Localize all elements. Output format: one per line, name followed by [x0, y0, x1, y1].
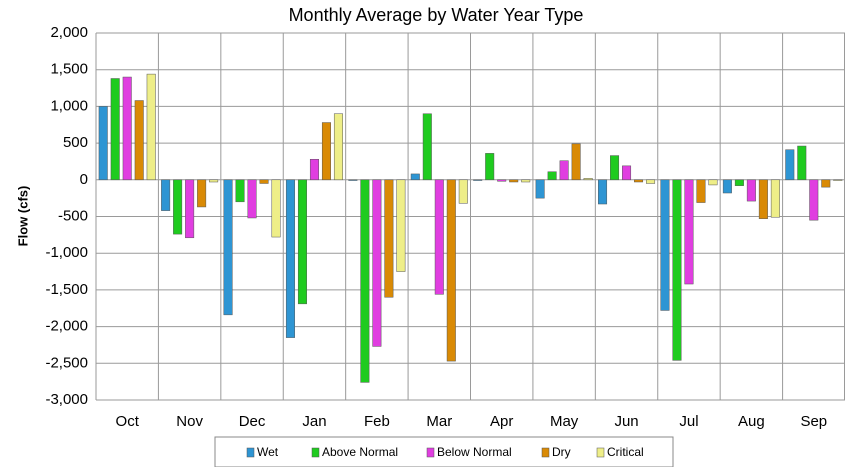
- bar: [223, 179, 233, 316]
- legend: [214, 436, 674, 467]
- bar: [746, 179, 756, 202]
- bar: [209, 179, 219, 183]
- bar: [696, 179, 706, 203]
- bar: [348, 179, 358, 181]
- x-tick-label: Dec: [239, 413, 266, 430]
- bar: [434, 179, 444, 295]
- y-tick-label: -2,000: [45, 318, 88, 335]
- x-tick-label: Jul: [679, 413, 698, 430]
- bar: [410, 173, 420, 181]
- bar: [622, 165, 632, 181]
- bar: [821, 179, 831, 188]
- bar: [134, 100, 144, 181]
- bar: [559, 160, 569, 181]
- y-tick-label: -500: [58, 207, 88, 224]
- x-tick-label: Sep: [800, 413, 827, 430]
- bar: [185, 179, 195, 239]
- chart-title: Monthly Average by Water Year Type: [289, 5, 584, 25]
- bar: [583, 178, 593, 181]
- x-tick-label: Nov: [176, 413, 203, 430]
- y-tick-label: -3,000: [45, 391, 88, 408]
- bar: [646, 179, 656, 184]
- bar: [797, 145, 807, 181]
- bar: [473, 179, 483, 181]
- bar: [521, 179, 531, 183]
- bar: [360, 179, 370, 383]
- bar: [146, 73, 156, 181]
- bar: [672, 179, 682, 361]
- y-tick-label: 1,500: [50, 61, 88, 78]
- bar: [372, 179, 382, 347]
- bar: [497, 179, 507, 182]
- legend-label: Above Normal: [322, 445, 398, 459]
- x-tick-label: Aug: [738, 413, 765, 430]
- bar: [309, 158, 319, 181]
- bar: [247, 179, 257, 219]
- legend-label: Below Normal: [437, 445, 512, 459]
- bar: [297, 179, 307, 305]
- bar: [98, 106, 108, 181]
- x-tick-label: Jan: [302, 413, 326, 430]
- bar: [235, 179, 245, 203]
- y-tick-label: 500: [63, 134, 88, 151]
- bar: [571, 143, 581, 181]
- bar: [547, 171, 557, 181]
- bar: [535, 179, 545, 199]
- bar: [734, 179, 744, 186]
- legend-label: Critical: [607, 445, 644, 459]
- bar: [660, 179, 670, 311]
- legend-swatch: [541, 447, 550, 458]
- bar: [833, 179, 843, 181]
- bar: [271, 179, 281, 238]
- legend-label: Wet: [257, 445, 279, 459]
- legend-label: Dry: [552, 445, 571, 459]
- bar: [422, 113, 432, 181]
- bar: [321, 122, 331, 181]
- y-tick-label: -1,500: [45, 281, 88, 298]
- y-axis-label: Flow (cfs): [15, 186, 30, 247]
- bar: [384, 179, 394, 298]
- bar: [770, 179, 780, 218]
- x-tick-label: Mar: [426, 413, 452, 430]
- x-tick-label: May: [550, 413, 579, 430]
- legend-swatch: [311, 447, 320, 458]
- bar: [758, 179, 768, 219]
- bar: [722, 179, 732, 194]
- bar: [809, 179, 819, 221]
- bar: [110, 78, 120, 181]
- y-tick-label: 1,000: [50, 97, 88, 114]
- x-tick-label: Jun: [614, 413, 638, 430]
- bar: [197, 179, 207, 208]
- bar: [598, 179, 608, 205]
- y-tick-label: 0: [80, 171, 88, 188]
- bar: [446, 179, 456, 362]
- bar: [122, 76, 132, 181]
- bar: [610, 155, 620, 181]
- y-tick-label: -2,500: [45, 354, 88, 371]
- bar: [708, 179, 718, 186]
- bar: [458, 179, 468, 204]
- x-tick-label: Feb: [364, 413, 390, 430]
- bar: [161, 179, 171, 211]
- bar: [509, 179, 519, 183]
- x-tick-label: Apr: [490, 413, 513, 430]
- x-tick-label: Oct: [116, 413, 140, 430]
- bar: [785, 149, 795, 181]
- legend-swatch: [246, 447, 255, 458]
- bar: [259, 179, 269, 184]
- bar: [485, 153, 495, 181]
- bar: [684, 179, 694, 285]
- legend-swatch: [426, 447, 435, 458]
- y-tick-label: -1,000: [45, 244, 88, 261]
- bar: [173, 179, 183, 235]
- legend-swatch: [596, 447, 605, 458]
- bar: [333, 113, 343, 181]
- y-tick-label: 2,000: [50, 24, 88, 41]
- bar: [285, 179, 295, 338]
- bar: [634, 179, 644, 183]
- bar: [396, 179, 406, 272]
